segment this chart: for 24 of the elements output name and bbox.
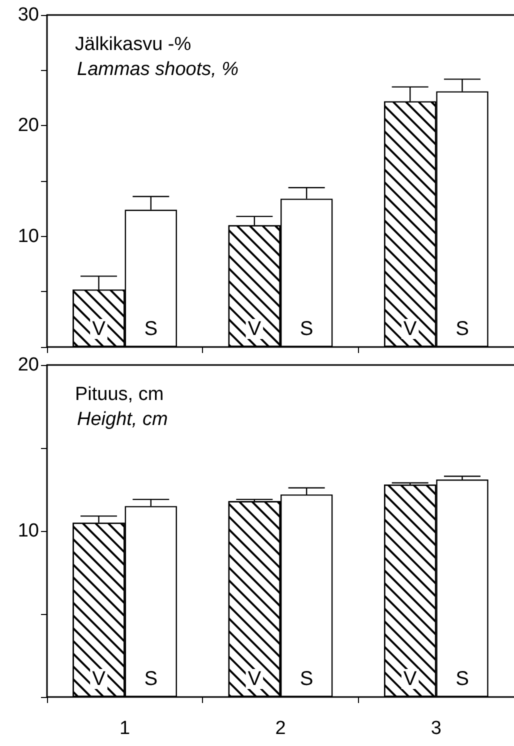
text: Jälkikasvu -%	[75, 34, 192, 55]
y-tick-label: 10	[18, 226, 39, 247]
x-tick-label: 2	[275, 718, 286, 739]
text: Height, cm	[77, 409, 168, 430]
text: V	[248, 668, 262, 690]
y-tick-label: 20	[18, 115, 39, 136]
text: S	[456, 318, 469, 340]
y-tick-label: 10	[18, 520, 39, 542]
text: V	[403, 668, 417, 690]
series-label: S	[144, 318, 158, 340]
series-label: S	[144, 668, 158, 690]
text: V	[403, 318, 417, 340]
text: Lammas shoots, %	[77, 59, 239, 80]
series-label: V	[92, 318, 106, 340]
text: S	[300, 668, 314, 690]
series-label: V	[92, 668, 106, 690]
x-tick-label: 1	[120, 718, 130, 739]
text: Pituus, cm	[75, 384, 164, 405]
text: V	[248, 318, 262, 340]
y-tick-label: 20	[18, 354, 39, 376]
x-tick-label: 3	[430, 718, 442, 739]
text: S	[300, 318, 314, 340]
text: S	[456, 668, 469, 690]
y-tick-label: 30	[18, 4, 39, 26]
